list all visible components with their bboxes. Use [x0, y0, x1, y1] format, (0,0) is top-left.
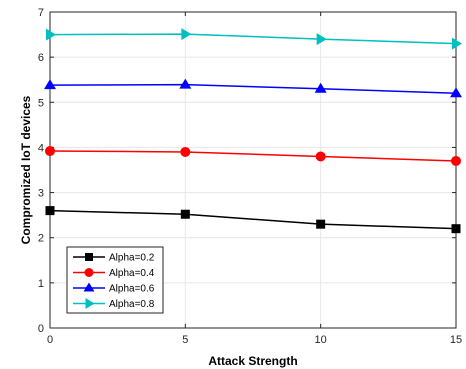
data-point	[180, 209, 190, 219]
legend-label: Alpha=0.2	[109, 253, 155, 264]
x-tick-label: 5	[182, 334, 188, 346]
data-point	[181, 28, 192, 41]
legend-label: Alpha=0.8	[109, 299, 155, 310]
y-tick-label: 2	[38, 233, 44, 245]
x-tick-label: 15	[450, 334, 462, 346]
series-4	[46, 28, 462, 50]
series-2	[45, 146, 461, 166]
data-point	[451, 155, 461, 166]
legend-entry: Alpha=0.8	[73, 298, 155, 310]
series-line	[49, 33, 457, 45]
series-line	[49, 150, 457, 162]
y-tick-label: 1	[38, 278, 44, 290]
x-tick-label: 10	[315, 334, 327, 346]
y-tick-label: 0	[38, 323, 44, 335]
data-point	[45, 146, 55, 157]
data-point	[316, 33, 327, 46]
data-point	[452, 37, 462, 50]
data-point	[316, 219, 326, 229]
axis-ticks: 0 5 10 15 0 1 2 3 4 5 6 7	[38, 7, 462, 346]
series-1	[45, 206, 461, 234]
data-point	[451, 224, 461, 234]
legend: Alpha=0.2 Alpha=0.4 Alpha=0.6 Alpha=0.8	[66, 246, 164, 314]
legend-marker	[83, 282, 95, 292]
x-tick-label: 0	[47, 334, 53, 346]
data-point	[180, 146, 191, 157]
y-tick-label: 5	[38, 97, 44, 109]
y-tick-label: 4	[38, 142, 44, 154]
x-axis-label: Attack Strength	[208, 354, 297, 368]
legend-label: Alpha=0.4	[109, 268, 155, 279]
y-tick-label: 6	[38, 52, 44, 64]
data-point	[315, 151, 326, 162]
data-point	[46, 28, 56, 41]
plot-area	[49, 11, 457, 329]
legend-marker	[85, 298, 95, 309]
y-tick-label: 7	[38, 7, 44, 19]
data-point	[44, 79, 56, 90]
data-point	[179, 78, 192, 89]
data-point	[450, 87, 462, 98]
data-point	[45, 206, 55, 216]
series-line	[49, 209, 457, 230]
series-3	[44, 78, 462, 98]
legend-entry: Alpha=0.2	[73, 253, 155, 264]
series-line	[49, 83, 457, 95]
legend-label: Alpha=0.6	[109, 284, 155, 295]
legend-marker	[85, 253, 93, 261]
legend-box	[66, 246, 164, 314]
legend-entry: Alpha=0.6	[73, 282, 155, 295]
data-point	[314, 82, 327, 93]
series-group	[44, 28, 462, 234]
y-tick-label: 3	[38, 188, 44, 200]
legend-marker	[84, 268, 94, 277]
legend-entry: Alpha=0.4	[73, 268, 155, 279]
y-axis-label: Compromized IoT devices	[19, 95, 33, 244]
